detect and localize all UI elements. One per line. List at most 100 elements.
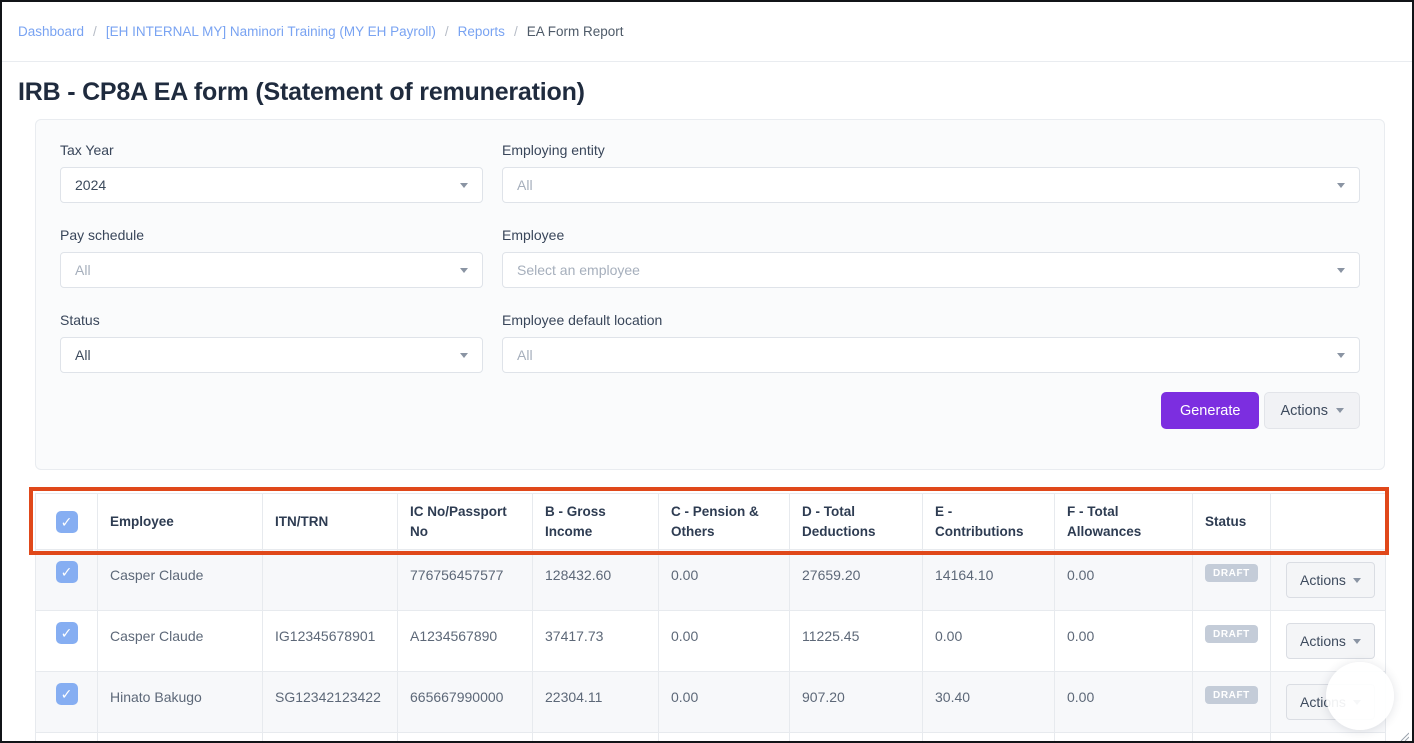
results-table: ✓ Employee ITN/TRN IC No/Passport No B - Gro…	[29, 487, 1389, 741]
column-header: F - Total Allowances	[1054, 493, 1193, 550]
column-header: B - Gross Income	[532, 493, 659, 550]
breadcrumb-link-dashboard[interactable]: Dashboard	[18, 24, 85, 39]
employing-entity-value: All	[517, 177, 533, 193]
contributions-cell: 30.40	[922, 732, 1055, 741]
actions-dropdown-button[interactable]: Actions	[1264, 392, 1360, 429]
employee-cell: Casper Claude	[97, 610, 263, 672]
employee-select[interactable]: Select an employee	[502, 252, 1360, 288]
total-allowances-cell: 0.00	[1054, 732, 1193, 741]
breadcrumb-link-reports[interactable]: Reports	[457, 24, 505, 39]
tax-year-value: 2024	[75, 177, 107, 193]
row-select-cell: ✓	[35, 671, 98, 733]
total-deductions-cell: 1079.65	[789, 732, 923, 741]
ic-no-cell: 665667990000	[397, 671, 533, 733]
status-cell: DRAFT	[1192, 549, 1271, 611]
chat-widget-button[interactable]	[1326, 662, 1394, 730]
pay-schedule-value: All	[75, 262, 91, 278]
status-cell: DRAFT	[1192, 610, 1271, 672]
select-all-cell: ✓	[35, 493, 98, 550]
employee-label: Employee	[502, 227, 565, 243]
column-header: E - Contributions	[922, 493, 1055, 550]
employee-cell: Hinato Bakugo	[97, 671, 263, 733]
chevron-down-icon	[1337, 182, 1345, 188]
tax-year-select[interactable]: 2024	[60, 167, 483, 203]
column-header: Employee	[97, 493, 263, 550]
pension-others-cell: 0.00	[658, 549, 790, 611]
total-allowances-cell: 0.00	[1054, 549, 1193, 611]
contributions-cell: 30.40	[922, 671, 1055, 733]
employee-value: Select an employee	[517, 262, 640, 278]
resize-handle[interactable]	[1399, 728, 1410, 741]
pay-schedule-select[interactable]: All	[60, 252, 483, 288]
filter-panel: Tax Year 2024 Employing entity All Pay s…	[35, 119, 1385, 470]
total-deductions-cell: 11225.45	[789, 610, 923, 672]
employee-cell: Casper Claude	[97, 549, 263, 611]
row-actions-cell: Actions	[1270, 549, 1386, 611]
itn-trn-cell: SG12342123422	[262, 671, 398, 733]
status-cell: DRAFT	[1192, 732, 1271, 741]
employee-default-location-label: Employee default location	[502, 312, 663, 328]
gross-income-cell: 22304.11	[532, 671, 659, 733]
row-actions-label: Actions	[1300, 572, 1346, 588]
gross-income-cell: 128432.60	[532, 549, 659, 611]
row-actions-label: Actions	[1300, 633, 1346, 649]
pension-others-cell: 0.00	[658, 732, 790, 741]
ic-no-cell: 776756457577	[397, 549, 533, 611]
row-checkbox[interactable]: ✓	[55, 683, 78, 705]
row-actions-button[interactable]: Actions	[1286, 562, 1375, 598]
total-allowances-cell: 0.00	[1054, 671, 1193, 733]
employee-default-location-value: All	[517, 347, 533, 363]
status-label: Status	[60, 312, 100, 328]
row-actions-cell: Actions	[1270, 610, 1386, 672]
column-header: IC No/Passport No	[397, 493, 533, 550]
tax-year-label: Tax Year	[60, 142, 114, 158]
employee-cell: Kageyama Tobio	[97, 732, 263, 741]
breadcrumb-separator: /	[93, 24, 97, 39]
chevron-down-icon	[1352, 577, 1361, 583]
select-all-checkbox[interactable]: ✓	[55, 510, 78, 533]
contributions-cell: 14164.10	[922, 549, 1055, 611]
row-checkbox[interactable]: ✓	[55, 622, 78, 644]
contributions-cell: 0.00	[922, 610, 1055, 672]
chevron-down-icon	[1336, 408, 1344, 413]
row-actions-button[interactable]: Actions	[1286, 623, 1375, 659]
column-header: C - Pension & Others	[658, 493, 790, 550]
column-header: ITN/TRN	[262, 493, 398, 550]
ic-no-cell: 567484933333	[397, 732, 533, 741]
pension-others-cell: 0.00	[658, 671, 790, 733]
breadcrumb-link-organisation[interactable]: [EH INTERNAL MY] Naminori Training (MY E…	[105, 24, 436, 39]
table-row: ✓ Hinato Bakugo SG12342123422 665667990000 2…	[35, 671, 1386, 733]
employing-entity-select[interactable]: All	[502, 167, 1360, 203]
itn-trn-cell	[262, 549, 398, 611]
status-select[interactable]: All	[60, 337, 483, 373]
chevron-down-icon	[460, 267, 468, 273]
row-actions-cell: Actions	[1270, 732, 1386, 741]
actions-dropdown-label: Actions	[1280, 402, 1328, 419]
itn-trn-cell: SG12342123422	[262, 732, 398, 741]
breadcrumb-current: EA Form Report	[526, 24, 624, 39]
status-badge: DRAFT	[1205, 686, 1258, 704]
pay-schedule-label: Pay schedule	[60, 227, 145, 243]
column-header	[1270, 493, 1386, 550]
employing-entity-label: Employing entity	[502, 142, 605, 158]
total-allowances-cell: 0.00	[1054, 610, 1193, 672]
chevron-down-icon	[460, 182, 468, 188]
table-row: ✓ Casper Claude IG12345678901 A1234567890 37…	[35, 610, 1386, 672]
status-value: All	[75, 347, 91, 363]
chevron-down-icon	[1337, 267, 1345, 273]
gross-income-cell: 37417.73	[532, 610, 659, 672]
chevron-down-icon	[1337, 352, 1345, 358]
status-cell: DRAFT	[1192, 671, 1271, 733]
itn-trn-cell: IG12345678901	[262, 610, 398, 672]
breadcrumb: Dashboard / [EH INTERNAL MY] Naminori Tr…	[2, 2, 1412, 62]
employee-default-location-select[interactable]: All	[502, 337, 1360, 373]
chevron-down-icon	[460, 352, 468, 358]
row-select-cell: ✓	[35, 549, 98, 611]
generate-button[interactable]: Generate	[1160, 392, 1260, 429]
table-header-row: ✓ Employee ITN/TRN IC No/Passport No B - Gro…	[35, 493, 1386, 550]
table-row: ✓ Casper Claude 776756457577 128432.60 0.00 2…	[35, 549, 1386, 611]
status-badge: DRAFT	[1205, 625, 1258, 643]
column-header: Status	[1192, 493, 1271, 550]
row-checkbox[interactable]: ✓	[55, 561, 78, 583]
